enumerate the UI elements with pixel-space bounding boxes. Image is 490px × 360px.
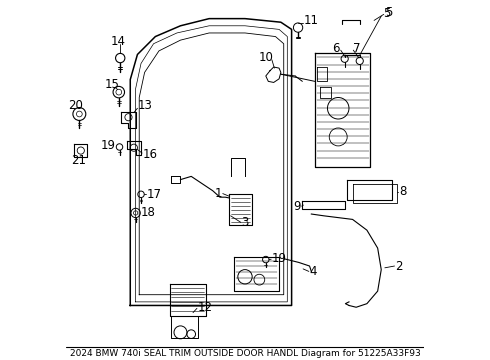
Text: 19: 19	[101, 139, 116, 152]
Text: 6: 6	[333, 42, 340, 55]
Text: 5: 5	[385, 6, 392, 19]
Text: 12: 12	[197, 301, 213, 314]
Text: 4: 4	[310, 265, 317, 278]
Text: 20: 20	[68, 99, 83, 112]
Text: 16: 16	[143, 148, 158, 161]
Text: 7: 7	[353, 42, 360, 55]
Text: 11: 11	[303, 14, 318, 27]
Text: 3: 3	[242, 216, 249, 229]
Text: 21: 21	[71, 154, 86, 167]
Text: 19: 19	[272, 252, 287, 265]
Text: 1: 1	[214, 187, 221, 200]
Text: 17: 17	[147, 188, 161, 201]
Text: 14: 14	[110, 35, 125, 48]
Text: 8: 8	[399, 185, 407, 198]
Text: 18: 18	[141, 206, 156, 219]
Text: 5: 5	[383, 7, 391, 20]
Text: 10: 10	[258, 51, 273, 64]
Text: 9: 9	[293, 200, 300, 213]
Text: 2: 2	[395, 260, 403, 273]
Text: 15: 15	[105, 78, 120, 91]
Text: 2024 BMW 740i SEAL TRIM OUTSIDE DOOR HANDL Diagram for 51225A33F93: 2024 BMW 740i SEAL TRIM OUTSIDE DOOR HAN…	[70, 349, 420, 358]
Text: 13: 13	[137, 99, 152, 112]
